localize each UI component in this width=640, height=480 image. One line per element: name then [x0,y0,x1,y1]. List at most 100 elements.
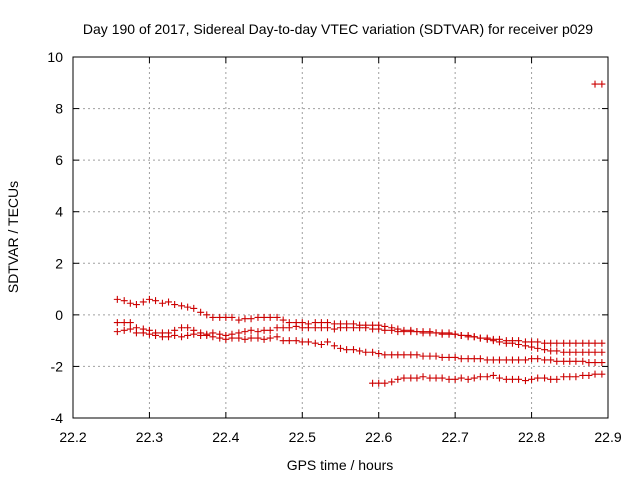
data-point [145,295,153,303]
data-point [388,378,396,386]
data-point [362,348,370,356]
data-point [470,333,478,341]
data-point [547,375,555,383]
data-point [369,379,377,387]
data-point [356,324,364,332]
data-point [508,356,516,364]
data-point [203,311,211,319]
data-point [152,331,160,339]
data-point [547,347,555,355]
data-point [598,339,606,347]
data-point [266,326,274,334]
data-point [508,339,516,347]
data-point [591,80,599,88]
data-point [400,351,408,359]
data-point [120,297,128,305]
data-point [483,373,491,381]
series-3 [113,325,606,367]
data-point [216,313,224,321]
data-point [337,324,344,332]
data-points [113,80,606,387]
data-point [178,333,186,341]
data-point [407,374,415,382]
data-point [197,308,205,316]
data-point [113,328,121,336]
data-point [254,334,262,342]
data-point [222,335,230,343]
data-point [254,313,262,321]
data-point [553,375,561,383]
data-point [337,344,344,352]
data-point [241,335,249,343]
y-tick-label: 0 [55,307,63,323]
data-point [419,373,427,381]
x-tick-label: 22.9 [594,429,621,445]
data-point [476,334,484,342]
data-point [279,324,287,332]
data-point [260,326,268,334]
data-point [419,352,427,360]
data-point [483,356,491,364]
axis-ticks [72,56,609,419]
data-point [126,299,134,307]
data-point [579,357,587,365]
data-point [266,334,274,342]
data-point [400,374,408,382]
data-point [528,355,536,363]
data-point [560,339,568,347]
data-point [228,313,236,321]
data-point [547,339,555,347]
data-point [197,331,205,339]
data-point [311,339,319,347]
data-point [132,329,140,337]
data-point [419,329,427,337]
data-point [553,339,561,347]
x-axis-label: GPS time / hours [287,457,394,473]
data-point [407,351,415,359]
plot-frame [72,56,609,419]
data-point [534,355,542,363]
data-point [273,313,281,321]
data-point [273,324,281,332]
data-point [292,337,300,345]
x-tick-label: 22.2 [59,429,86,445]
data-point [400,328,408,336]
data-point [451,353,459,361]
data-point [184,303,192,311]
data-point [235,316,243,324]
data-point [502,356,510,364]
data-point [375,379,383,387]
data-point [451,375,459,383]
data-point [330,325,338,333]
data-point [585,339,593,347]
x-tick-label: 22.6 [365,429,392,445]
data-point [566,357,574,365]
data-point [349,324,357,332]
data-point [113,295,121,303]
data-point [407,328,415,336]
data-point [394,351,402,359]
data-point [591,370,599,378]
data-point [369,348,377,356]
y-tick-label: -4 [51,410,64,426]
data-point [247,334,255,342]
data-point [508,375,516,383]
data-point [126,325,134,333]
data-point [369,325,377,333]
data-point [560,373,568,381]
data-point [139,329,147,337]
data-point [591,359,599,367]
data-point [260,335,268,343]
data-point [158,299,166,307]
data-point [413,351,421,359]
data-point [432,352,440,360]
data-point [362,324,370,332]
data-point [521,377,529,385]
data-point [203,331,211,339]
data-point [547,356,555,364]
data-point [464,331,472,339]
data-point [445,330,453,338]
grid [73,57,608,418]
data-point [426,352,434,360]
